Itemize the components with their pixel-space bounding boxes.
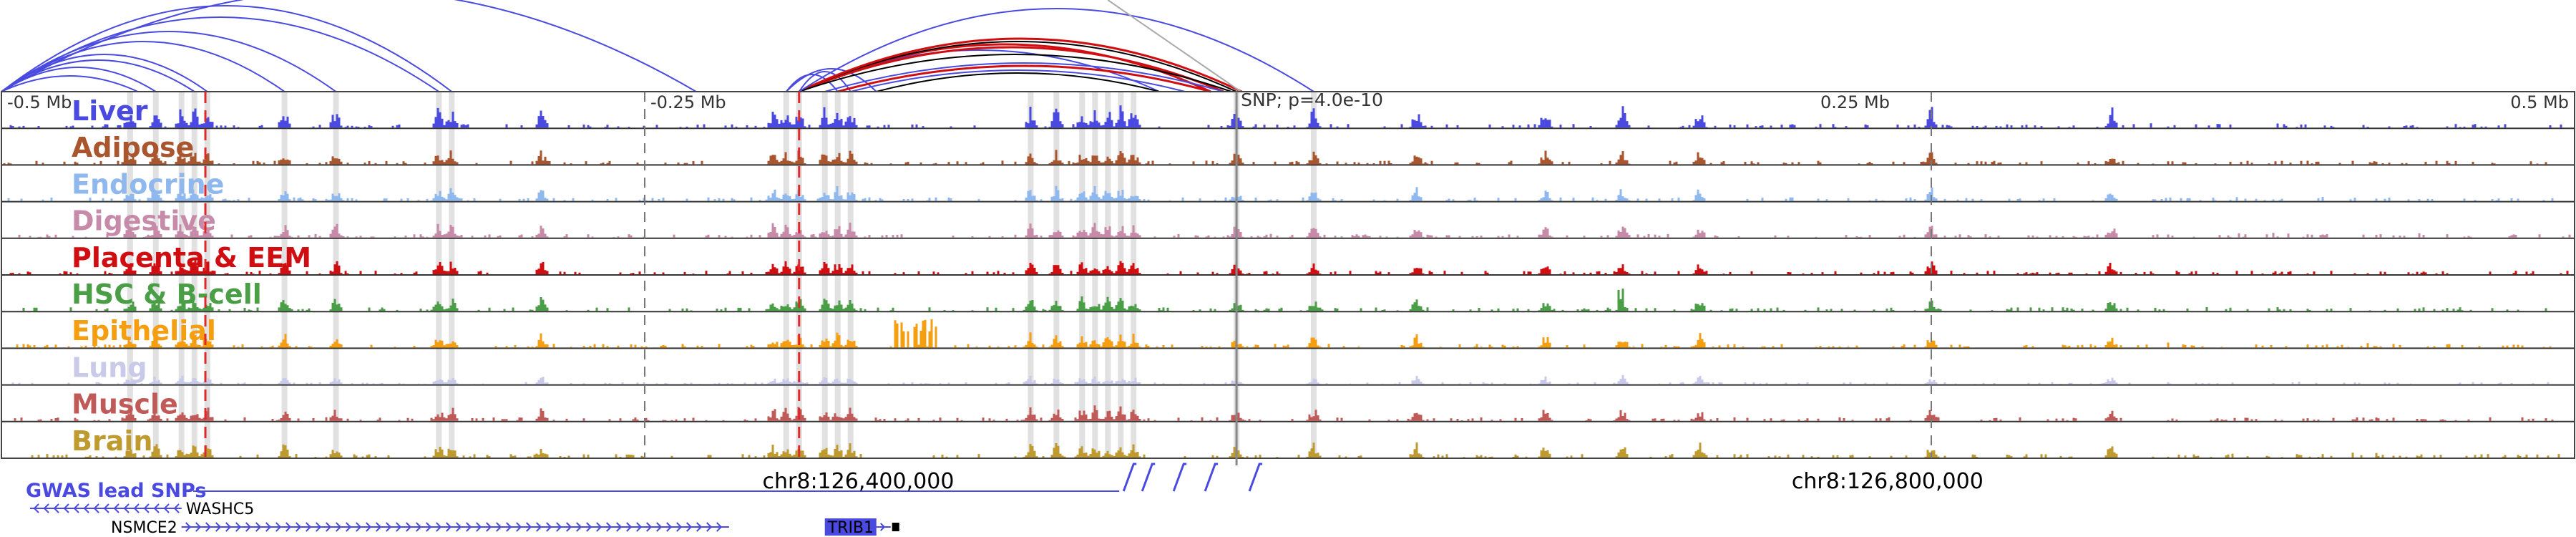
tracks-frame — [1, 91, 2575, 459]
track-endocrine: Endocrine — [1, 168, 2575, 203]
loop-arc — [876, 72, 1160, 92]
track-label: Brain — [72, 425, 152, 457]
track-digestive: Digestive — [1, 205, 2575, 239]
signal-tracks: Liver Adipose Endocrine Digestive Placenta &… — [1, 95, 2575, 459]
track-muscle: Muscle — [1, 389, 2575, 422]
track-signal — [14, 405, 2554, 421]
track-adipose: Adipose — [1, 132, 2575, 166]
track-signal — [31, 442, 2560, 458]
loop-arc — [1, 16, 439, 92]
loop-arc — [799, 46, 1224, 93]
gene-trib1: TRIB1 — [824, 518, 899, 537]
gene-label: NSMCE2 — [111, 519, 177, 537]
gene-strand-arrows — [185, 522, 723, 532]
track-placenta-eem: Placenta & EEM — [1, 242, 2575, 276]
track-signal — [22, 289, 2547, 311]
track-label: HSC & B-cell — [72, 279, 262, 310]
coordinate-label: chr8:126,800,000 — [1792, 469, 1984, 494]
loop-arc — [785, 74, 839, 92]
loop-arc — [824, 62, 1224, 92]
track-signal — [16, 319, 2552, 348]
gwas-snp-marker — [1204, 463, 1219, 492]
track-hsc-b-cell: HSC & B-cell — [1, 279, 2575, 313]
gene-label: TRIB1 — [827, 519, 874, 537]
loop-arcs — [1, 0, 1314, 93]
loop-arc — [799, 54, 1232, 92]
gene-strand-arrow — [880, 523, 886, 531]
track-label: Epithelial — [72, 315, 216, 347]
gwas-snp-marker — [1248, 463, 1263, 492]
gwas-track-title: GWAS lead SNPs — [26, 480, 206, 502]
loop-arc — [837, 64, 1211, 93]
track-label: Digestive — [72, 205, 216, 237]
loop-arc — [1, 67, 157, 92]
snp-connector-line — [1107, 0, 1241, 92]
gene-body — [824, 518, 877, 536]
loop-arc — [799, 8, 1314, 92]
track-label: Endocrine — [72, 168, 224, 200]
snp-label: SNP; p=4.0e-10 — [1241, 90, 1383, 110]
track-signal — [3, 150, 2547, 165]
track-epithelial: Epithelial — [1, 315, 2575, 349]
axis-tick-label: -0.5 Mb — [7, 92, 72, 112]
loop-arc — [798, 71, 852, 92]
gene-label: WASHC5 — [186, 500, 254, 518]
coordinate-label: chr8:126,400,000 — [763, 469, 955, 494]
track-label: Placenta & EEM — [72, 242, 311, 274]
gene-strand-arrows — [33, 503, 180, 513]
axis-overlay: -0.5 Mb -0.25 Mb 0.25 Mb 0.5 Mb SNP; p=4.0e-… — [1, 90, 2575, 465]
axis-tick-label: -0.25 Mb — [650, 92, 726, 112]
track-signal — [7, 185, 2554, 201]
track-signal — [9, 260, 2569, 274]
gwas-snp-marker — [1172, 463, 1187, 492]
gene-washc5: WASHC5 — [30, 500, 254, 518]
gene-exon — [892, 523, 899, 531]
loop-arc — [1, 75, 139, 92]
loop-arc — [1, 5, 452, 92]
loop-arc — [1, 0, 697, 92]
track-label: Muscle — [72, 389, 178, 420]
gene-annotation-panel: GWAS lead SNPs chr8:126,400,000 chr8:126,8… — [26, 463, 1984, 537]
loop-arc — [799, 37, 1242, 93]
axis-tick-label: 0.25 Mb — [1820, 92, 1890, 112]
loop-arc — [786, 68, 877, 92]
loop-arc — [850, 69, 1186, 92]
track-brain: Brain — [1, 425, 2575, 459]
loop-arc — [799, 41, 1237, 92]
track-signal — [18, 222, 2571, 238]
track-label: Liver — [72, 95, 148, 127]
axis-tick-label: 0.5 Mb — [2510, 92, 2569, 112]
track-signal — [11, 374, 2550, 384]
gwas-snp-marker — [1122, 463, 1137, 492]
gene-nsmce2: NSMCE2 — [111, 519, 729, 537]
track-liver: Liver — [1, 95, 2575, 130]
track-label: Adipose — [72, 132, 194, 163]
track-signal — [9, 105, 2562, 128]
track-label: Lung — [72, 352, 147, 383]
track-lung: Lung — [1, 352, 2575, 386]
gwas-snp-marker — [1141, 463, 1156, 492]
